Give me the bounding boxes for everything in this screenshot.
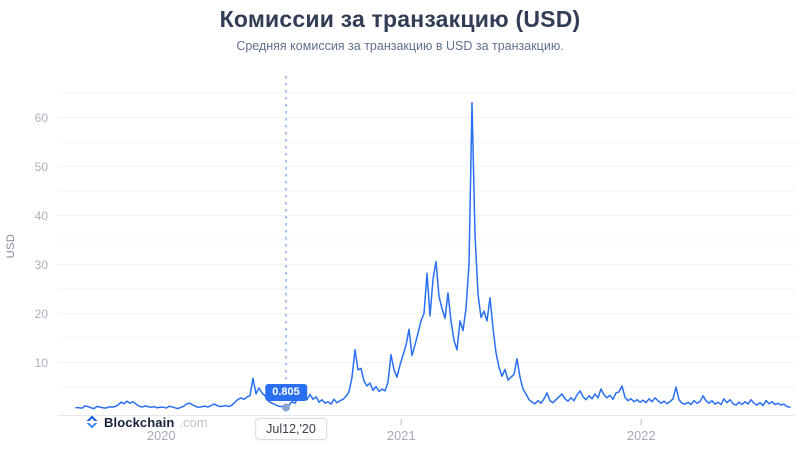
y-tick-50: 50 [34,159,48,174]
date-tooltip-text: Jul12,'20 [266,422,316,436]
y-tick-30: 30 [34,257,48,272]
y-tick-40: 40 [34,208,48,223]
blockchain-diamond-icon [86,415,98,429]
value-tooltip: 0.805 [265,384,307,401]
brand-name: Blockchain [104,414,175,430]
y-tick-20: 20 [34,306,48,321]
brand-suffix: .com [179,414,208,430]
y-tick-10: 10 [34,355,48,370]
y-tick-60: 60 [34,110,48,125]
x-tick-2021: 2021 [386,428,416,443]
hover-point-dot [282,403,290,412]
fee-series-line [75,102,791,410]
page-title: Комиссии за транзакцию (USD) [219,6,581,32]
gridlines [58,92,795,388]
x-tick-2020: 2020 [146,428,176,443]
page-subtitle: Средняя комиссия за транзакцию в USD за … [236,39,564,53]
date-tooltip: Jul12,'20 [255,418,327,440]
x-axis-tick-marks [400,419,642,425]
value-tooltip-text: 0.805 [272,386,300,398]
x-tick-2022: 2022 [626,428,656,443]
blockchain-logo-link[interactable]: Blockchain .com [85,414,208,430]
